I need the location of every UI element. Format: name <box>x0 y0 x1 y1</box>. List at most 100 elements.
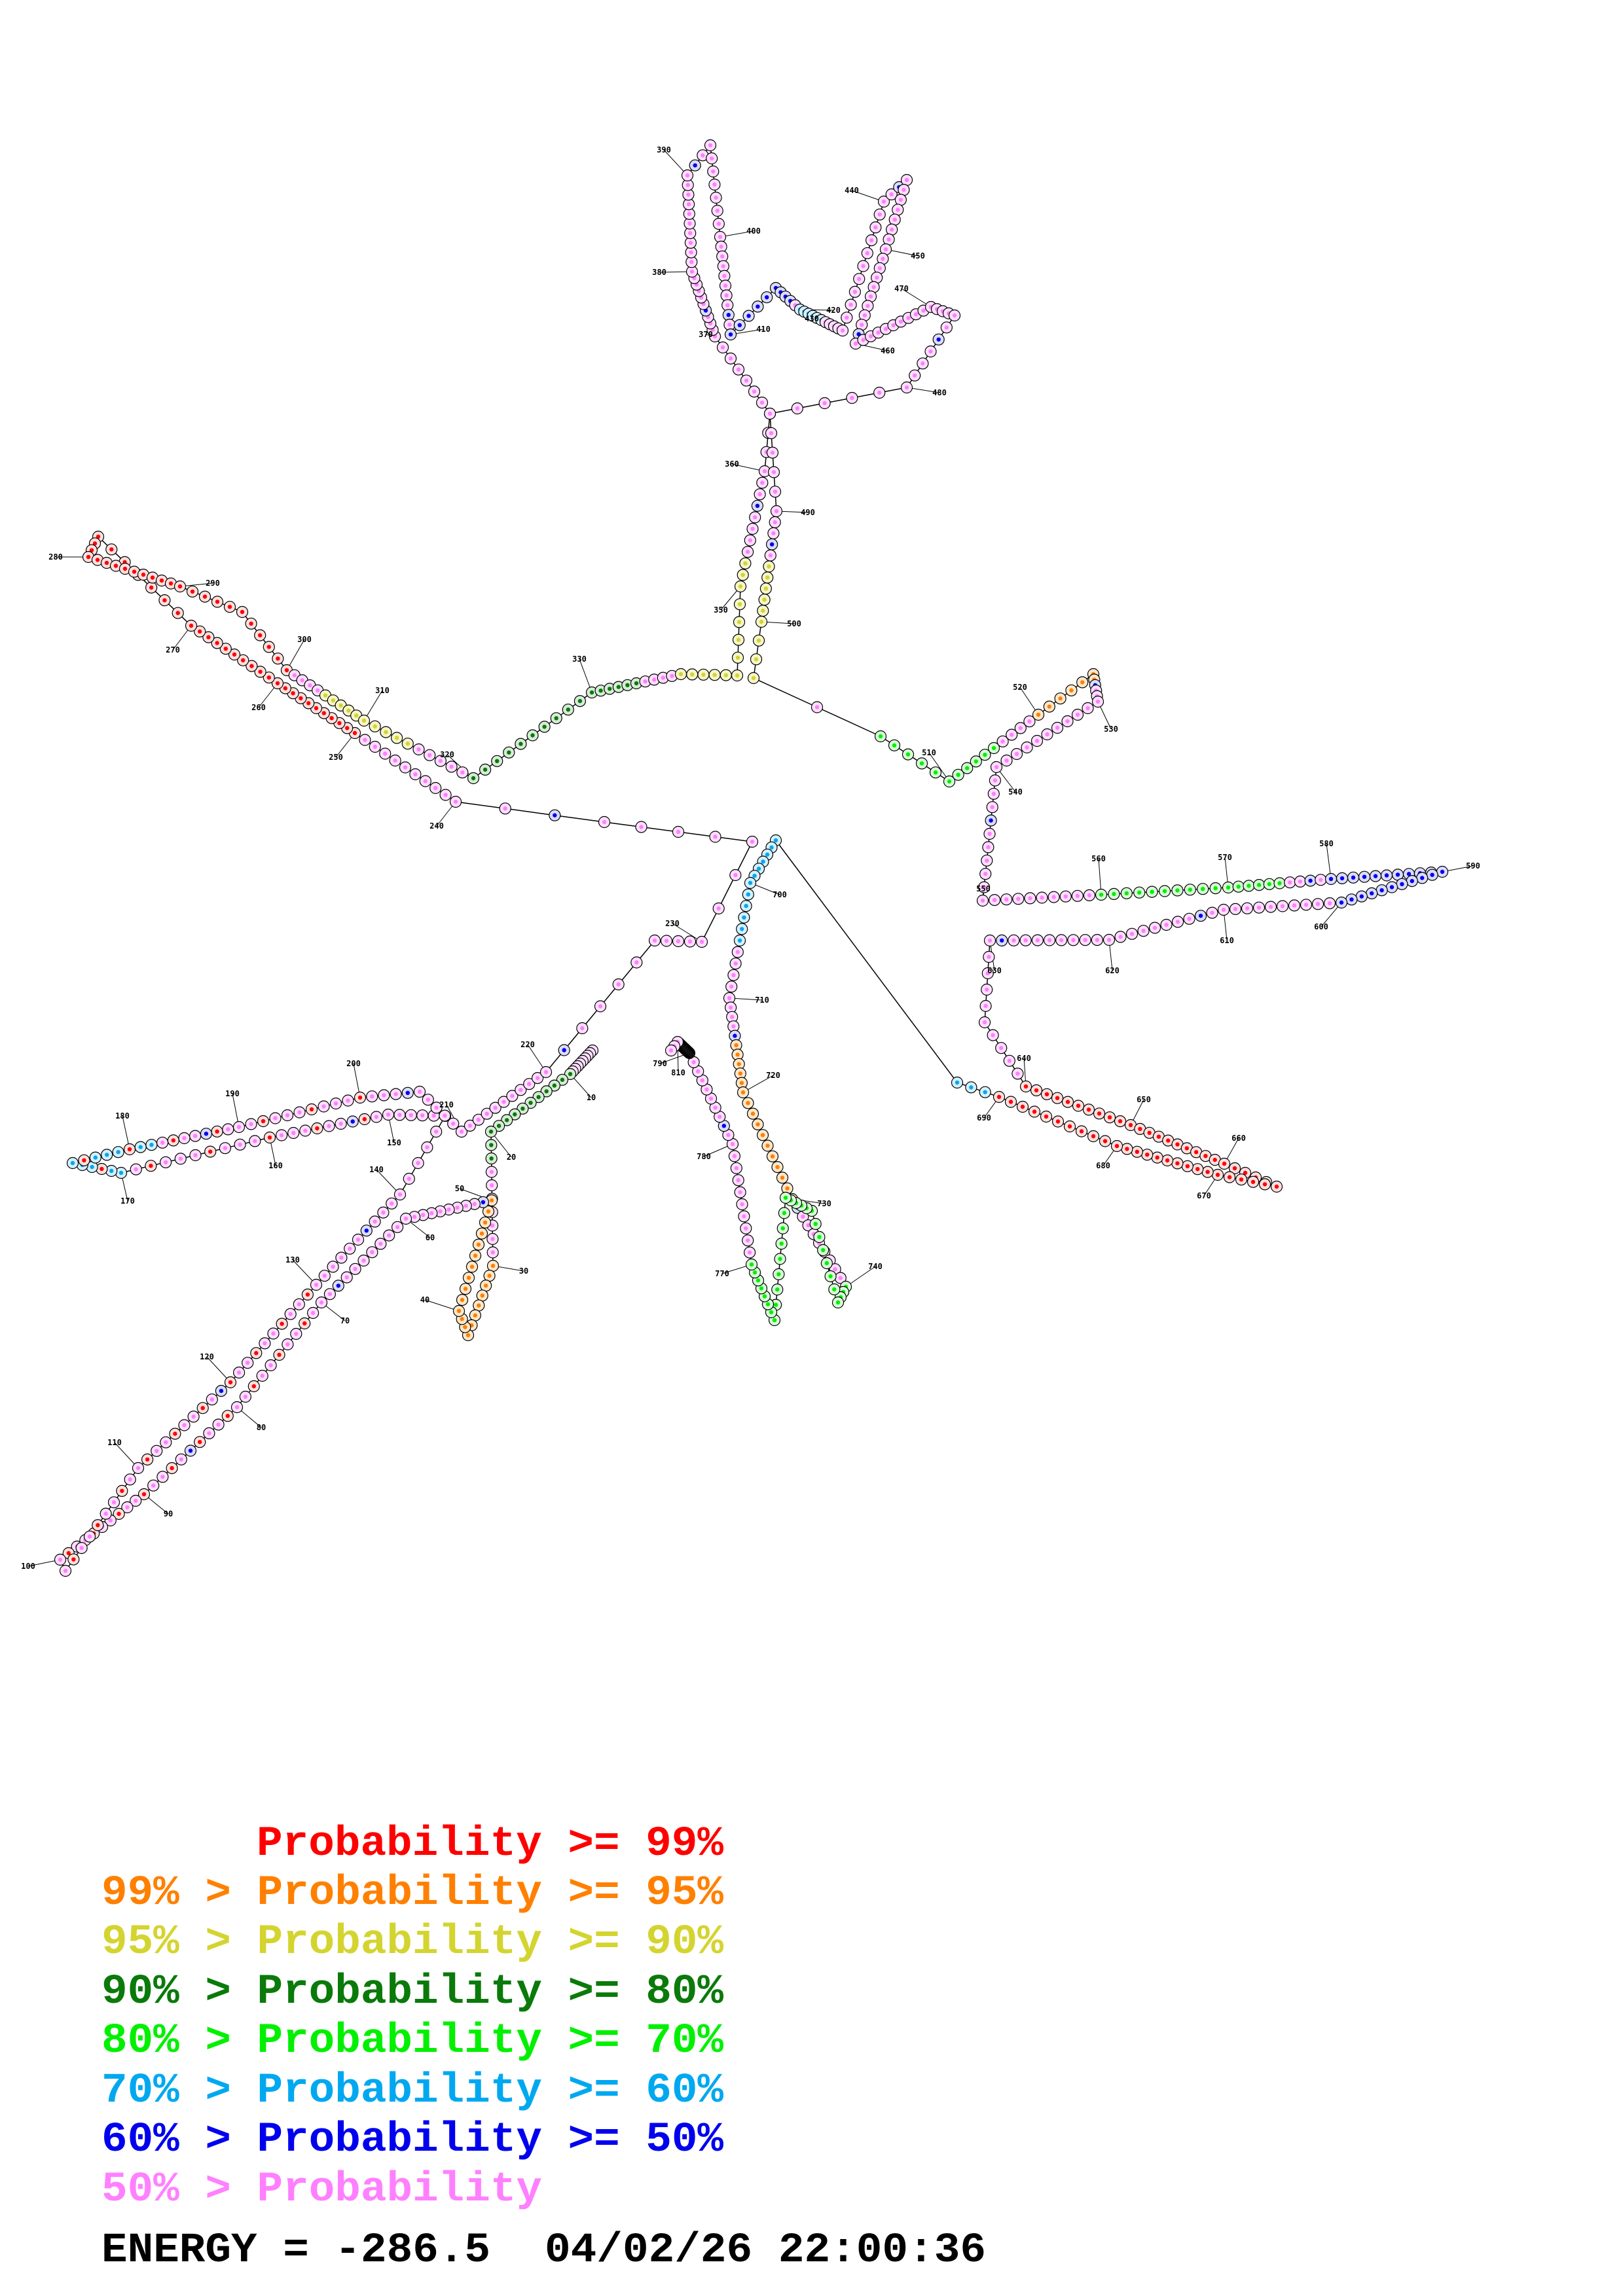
nucleotide-color-mark <box>1155 1155 1159 1160</box>
nucleotide-color-mark <box>206 635 211 639</box>
nucleotide-color-mark <box>996 1094 1002 1100</box>
nucleotide-color-mark <box>1175 920 1180 924</box>
nucleotide-color-mark <box>877 212 882 217</box>
nucleotide-color-mark <box>1114 1143 1120 1149</box>
position-label: 650 <box>1137 1095 1151 1104</box>
nucleotide-color-mark <box>268 1363 273 1368</box>
nucleotide-color-mark <box>1339 900 1344 905</box>
nucleotide-color-mark <box>1141 929 1146 933</box>
nucleotide-color-mark <box>374 1115 379 1119</box>
nucleotide-color-mark <box>993 778 998 783</box>
nucleotide-color-mark <box>928 349 933 354</box>
nucleotide-color-mark <box>737 602 742 607</box>
position-label: 170 <box>120 1196 135 1206</box>
nucleotide-color-mark <box>765 1143 770 1148</box>
nucleotide-color-mark <box>554 716 558 721</box>
nucleotide-color-mark <box>1044 1114 1049 1119</box>
nucleotide-color-mark <box>378 1242 383 1246</box>
nucleotide-color-mark <box>164 1440 168 1444</box>
nucleotide-color-mark <box>403 765 408 770</box>
nucleotide-color-mark <box>1256 905 1262 910</box>
nucleotide-color-mark <box>151 1483 156 1488</box>
nucleotide-color-mark <box>535 1075 540 1081</box>
position-label: 570 <box>1218 853 1232 862</box>
nucleotide-color-mark <box>345 726 350 730</box>
nucleotide-color-mark <box>249 621 253 626</box>
position-label: 370 <box>699 330 713 339</box>
nucleotide-color-mark <box>876 331 881 335</box>
nucleotide-color-mark <box>249 1122 253 1126</box>
backbone <box>60 144 1443 1572</box>
nucleotide-color-mark <box>175 611 180 615</box>
nucleotide-color-mark <box>331 698 335 703</box>
nucleotide-color-mark <box>464 1204 468 1208</box>
nucleotide-color-mark <box>236 1124 242 1130</box>
nucleotide-color-mark <box>738 1190 742 1194</box>
position-label: 250 <box>329 753 343 762</box>
nucleotide-color-mark <box>315 1126 319 1131</box>
nucleotide-color-mark <box>780 1175 785 1180</box>
nucleotide-color-mark <box>724 293 729 298</box>
nucleotide-color-mark <box>331 1265 335 1269</box>
nucleotide-color-mark <box>580 1026 585 1031</box>
nucleotide-color-mark <box>664 939 669 943</box>
nucleotide-color-mark <box>721 1124 727 1128</box>
nucleotide-color-mark <box>868 294 873 299</box>
nucleotide-color-mark <box>1129 931 1135 937</box>
nucleotide-color-mark <box>449 764 454 769</box>
nucleotide-color-mark <box>456 1308 462 1314</box>
nucleotide-color-mark <box>455 1206 460 1210</box>
nucleotide-color-mark <box>275 681 280 686</box>
nucleotide-color-mark <box>718 1115 722 1119</box>
nucleotide-color-mark <box>215 1129 219 1134</box>
nucleotide-color-mark <box>987 954 991 960</box>
nucleotide-color-mark <box>765 852 770 857</box>
nucleotide-color-mark <box>1045 732 1049 737</box>
nucleotide-color-mark <box>519 1088 523 1092</box>
nucleotide-color-mark <box>507 750 511 755</box>
position-label-tick <box>424 1299 460 1312</box>
nucleotide-color-mark <box>263 1341 267 1346</box>
nucleotide-color-mark <box>306 701 311 706</box>
nucleotide-color-mark <box>704 1087 709 1092</box>
nucleotide-color-mark <box>769 1310 774 1315</box>
nucleotide-color-mark <box>1280 904 1285 908</box>
nucleotide-color-mark <box>761 608 765 613</box>
nucleotide-color-mark <box>1370 891 1374 896</box>
nucleotide-color-mark <box>868 334 873 338</box>
nucleotide-color-mark <box>752 389 757 394</box>
nucleotide-color-mark <box>1034 738 1040 744</box>
nucleotide-color-mark <box>670 673 674 679</box>
nucleotide-color-mark <box>762 598 767 602</box>
nucleotide-color-mark <box>489 1198 494 1203</box>
nucleotide-color-mark <box>898 198 903 202</box>
nucleotide-color-mark <box>460 1317 464 1321</box>
nucleotide-color-mark <box>817 1234 822 1240</box>
nucleotide-color-mark <box>1194 1150 1199 1155</box>
nucleotide-color-mark <box>463 1287 468 1291</box>
nucleotide-color-mark <box>773 490 778 494</box>
nucleotide-color-mark <box>309 1107 314 1112</box>
nucleotide-color-mark <box>490 1183 494 1188</box>
nucleotide-color-mark <box>562 1048 566 1052</box>
position-label: 810 <box>671 1068 685 1077</box>
nucleotide-color-mark <box>769 431 774 435</box>
nucleotide-color-mark <box>1018 726 1023 730</box>
nucleotide-color-mark <box>417 1089 422 1094</box>
nucleotide-color-mark <box>824 1261 830 1266</box>
nucleotide-color-mark <box>1112 891 1116 897</box>
nucleotide-color-mark <box>434 1129 439 1134</box>
nucleotide-color-mark <box>251 1384 256 1389</box>
nucleotide-color-mark <box>625 683 630 688</box>
nucleotide-color-mark <box>735 655 740 660</box>
nucleotide-color-mark <box>1315 902 1321 906</box>
nucleotide-color-mark <box>726 313 731 317</box>
nucleotide-color-mark <box>652 677 657 682</box>
nucleotide-color-mark <box>779 1241 784 1246</box>
nucleotide-color-mark <box>266 645 271 649</box>
position-label: 770 <box>715 1269 729 1278</box>
position-label: 100 <box>21 1562 35 1571</box>
nucleotide-color-mark <box>991 1033 995 1037</box>
position-label: 640 <box>1017 1054 1031 1063</box>
nucleotide-color-mark <box>742 915 746 920</box>
